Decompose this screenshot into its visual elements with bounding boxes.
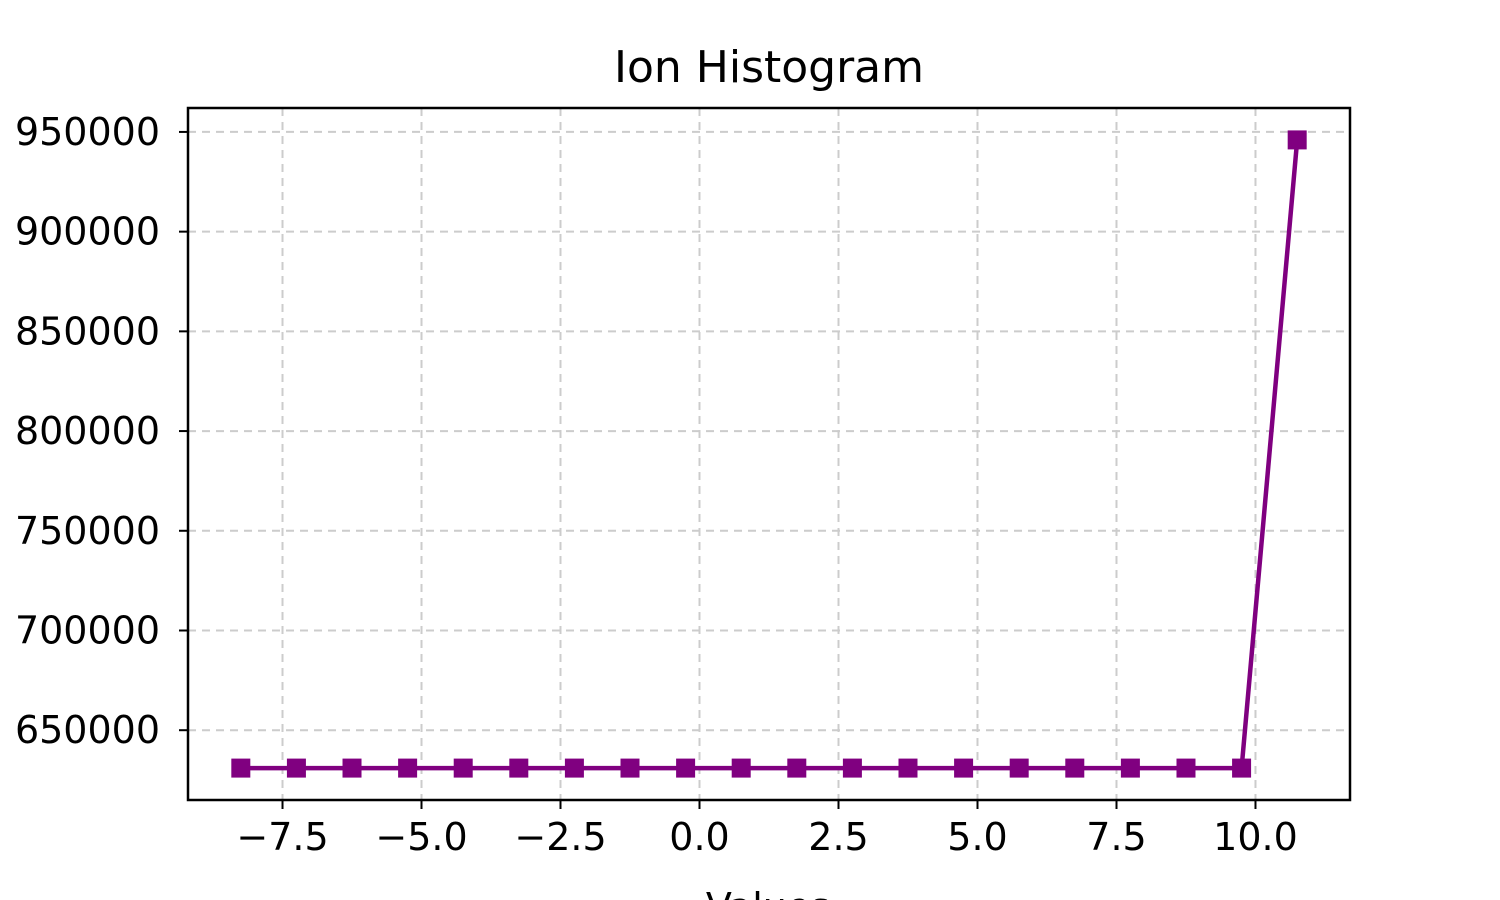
x-tick-label: 5.0 — [947, 815, 1007, 859]
data-point-marker — [1065, 758, 1085, 778]
y-tick-label: 650000 — [15, 708, 160, 752]
data-point-marker — [342, 758, 362, 778]
x-axis-label: Values — [706, 885, 830, 900]
data-point-marker — [564, 758, 584, 778]
y-tick-label: 950000 — [15, 110, 160, 154]
x-tick-label: 7.5 — [1086, 815, 1146, 859]
data-point-marker — [676, 758, 696, 778]
y-tick-label: 750000 — [15, 509, 160, 553]
data-point-marker — [787, 758, 807, 778]
data-point-marker — [286, 758, 306, 778]
data-point-marker — [1287, 130, 1307, 150]
data-point-marker — [509, 758, 529, 778]
data-point-marker — [231, 758, 251, 778]
data-point-marker — [1009, 758, 1029, 778]
chart-title: Ion Histogram — [614, 42, 924, 93]
x-tick-label: 0.0 — [669, 815, 729, 859]
data-point-marker — [453, 758, 473, 778]
data-point-marker — [954, 758, 974, 778]
y-tick-label: 900000 — [15, 210, 160, 254]
data-point-marker — [898, 758, 918, 778]
data-point-marker — [1176, 758, 1196, 778]
data-point-marker — [1120, 758, 1140, 778]
x-tick-label: 2.5 — [808, 815, 868, 859]
y-tick-label: 800000 — [15, 409, 160, 453]
y-tick-label: 850000 — [15, 309, 160, 353]
x-tick-label: −5.0 — [375, 815, 467, 859]
y-tick-label: 700000 — [15, 608, 160, 652]
data-point-marker — [731, 758, 751, 778]
data-point-marker — [620, 758, 640, 778]
data-point-marker — [842, 758, 862, 778]
data-point-marker — [1232, 758, 1252, 778]
grid — [188, 108, 1350, 800]
axes: −7.5 −5.0 −2.5 0.0 2.5 5.0 7.5 10.0 650000 700000… — [15, 110, 1298, 859]
data-point-marker — [398, 758, 418, 778]
plot-area-frame — [186, 106, 1352, 802]
data-series — [231, 130, 1307, 778]
series-line — [240, 139, 1300, 771]
x-tick-label: −2.5 — [514, 815, 606, 859]
x-tick-label: 10.0 — [1213, 815, 1298, 859]
x-tick-label: −7.5 — [236, 815, 328, 859]
